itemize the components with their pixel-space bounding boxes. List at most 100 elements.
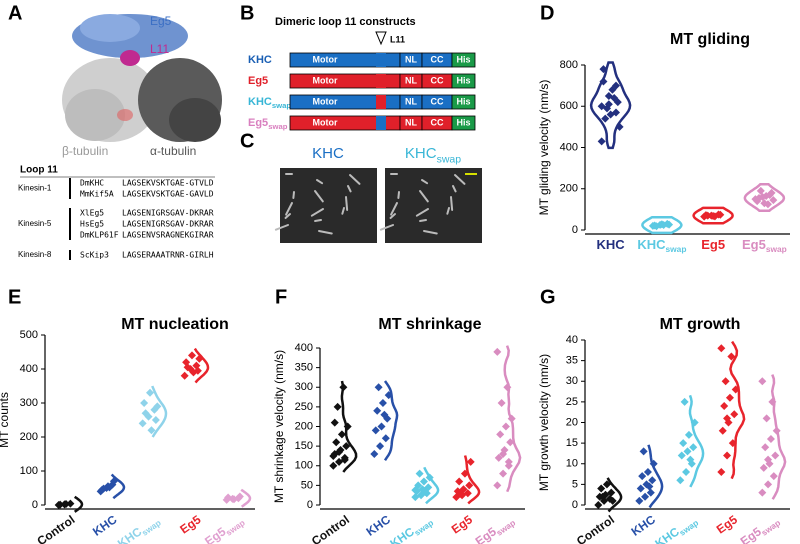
label-subscript: swap	[272, 101, 292, 110]
data-point	[725, 393, 734, 402]
y-tick-label: 200	[20, 431, 38, 443]
panel-letter: F	[275, 286, 287, 308]
data-point	[612, 108, 621, 117]
data-point	[371, 426, 380, 435]
label: β-tubulin	[62, 144, 108, 158]
domain	[451, 73, 476, 89]
data-point	[224, 493, 233, 502]
violin	[73, 495, 84, 513]
domain-label: CC	[431, 96, 444, 106]
label-subscript: swap	[766, 244, 787, 254]
data-point	[455, 477, 464, 486]
data-point	[594, 501, 603, 509]
microtubule	[349, 174, 361, 185]
violin	[641, 215, 683, 235]
microtubule	[285, 202, 293, 216]
label-main: Eg5	[742, 237, 766, 252]
microtubule	[316, 179, 324, 185]
domain-label: CC	[431, 54, 444, 64]
data-point	[99, 484, 108, 493]
y-tick-label: 400	[20, 363, 38, 375]
data-point	[183, 363, 192, 372]
data-point	[723, 414, 732, 423]
violin	[240, 488, 252, 508]
data-point	[153, 402, 162, 411]
protein-name: ScKip3	[80, 251, 109, 260]
y-tick-label: 200	[560, 183, 578, 195]
microtubule	[389, 213, 396, 220]
violin	[729, 340, 746, 480]
y-tick-label: 5	[572, 478, 578, 490]
data-point	[597, 484, 606, 493]
data-point	[376, 442, 385, 451]
y-tick-label: 300	[20, 397, 38, 409]
y-axis-label: MT gliding velocity (nm/s)	[537, 80, 551, 216]
data-point	[463, 489, 472, 498]
microtubule	[341, 207, 345, 215]
data-point	[728, 439, 737, 448]
microtubule	[419, 219, 427, 223]
y-tick-label: 250	[295, 401, 313, 413]
domain-label: Motor	[313, 96, 338, 106]
label: Eg5	[248, 75, 268, 87]
data-point	[683, 447, 692, 456]
label-subscript: swap	[412, 518, 435, 538]
label-subscript: swap	[437, 153, 462, 165]
panel-letter: D	[540, 2, 554, 24]
y-tick-label: 0	[572, 224, 578, 236]
data-point	[763, 200, 772, 209]
label-main: KHC	[637, 237, 666, 252]
label-subscript: swap	[494, 518, 517, 538]
data-point	[598, 492, 607, 501]
microtubule	[452, 185, 457, 193]
data-point	[419, 477, 428, 486]
data-point	[109, 477, 118, 486]
data-point	[337, 430, 346, 439]
y-tick-label: 35	[566, 355, 578, 367]
data-point	[649, 459, 658, 468]
data-point	[377, 422, 386, 431]
loop-marker	[375, 31, 387, 46]
data-point	[764, 455, 773, 464]
data-point	[608, 496, 617, 505]
panel-letter: C	[240, 130, 254, 152]
sequence: LAGSENVSRAGNEKGIRAR	[122, 231, 214, 240]
label: KHC	[248, 54, 272, 66]
family-label: Kinesin-5	[18, 219, 52, 228]
data-point	[339, 383, 348, 392]
label-main: KHC	[597, 237, 626, 252]
data-point	[758, 488, 767, 497]
data-point	[684, 430, 693, 439]
label: Eg5swap	[738, 513, 783, 544]
y-tick-label: 25	[566, 396, 578, 408]
data-point	[62, 499, 70, 508]
data-point	[679, 439, 688, 448]
micrographs: KHC KHCswap	[274, 145, 482, 243]
y-tick-label: 400	[560, 141, 578, 153]
data-point	[381, 434, 390, 443]
microtubule	[423, 230, 438, 235]
data-point	[56, 500, 65, 509]
data-point	[636, 484, 645, 493]
label: Eg5	[449, 512, 475, 536]
y-tick-label: 0	[572, 499, 578, 511]
data-point	[689, 443, 698, 452]
table-title: Loop 11	[20, 165, 58, 176]
data-point	[652, 222, 661, 231]
sequence: LAGSERAAATRNR-GIRLH	[122, 251, 214, 260]
data-point	[501, 422, 510, 431]
data-point	[607, 488, 616, 497]
data-point	[141, 409, 150, 418]
data-point	[503, 383, 512, 392]
label-main: Eg5	[202, 524, 228, 544]
data-point	[635, 496, 644, 505]
microtubule	[419, 190, 429, 203]
data-point	[335, 448, 344, 457]
y-tick-label: 800	[560, 59, 578, 71]
microtubule	[421, 179, 429, 185]
data-point	[230, 495, 238, 504]
label-main: KHC	[364, 512, 394, 539]
label: KHC	[597, 237, 626, 252]
y-tick-label: 600	[560, 100, 578, 112]
label: KHC	[90, 512, 120, 539]
